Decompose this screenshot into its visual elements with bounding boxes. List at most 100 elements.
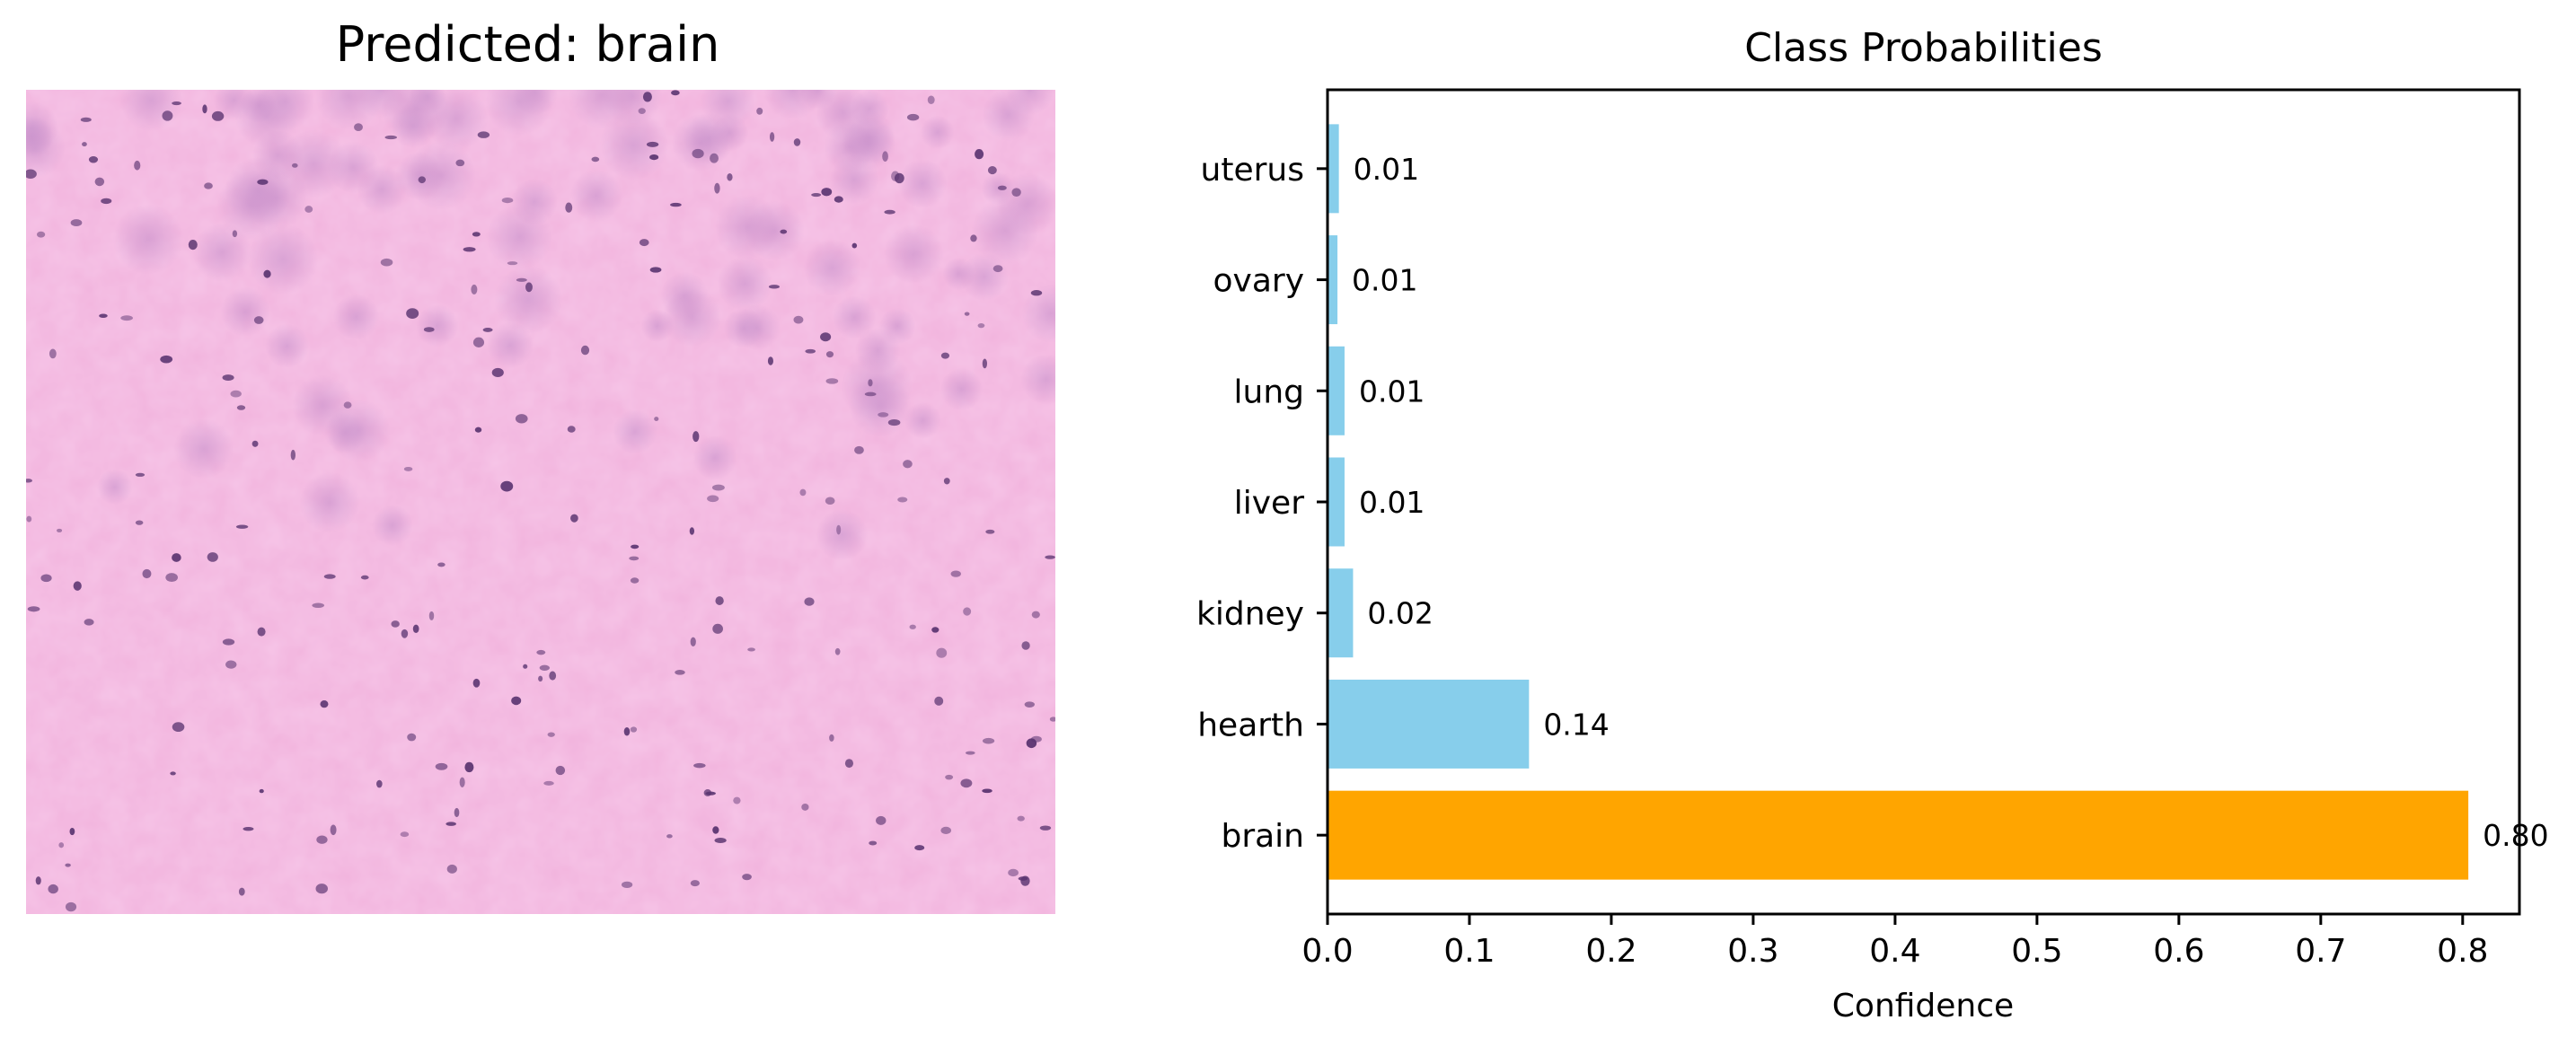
nucleus — [403, 466, 413, 471]
bar-hearth — [1328, 679, 1530, 769]
nucleus — [401, 629, 409, 638]
nucleus — [864, 391, 877, 397]
cell-body — [1006, 90, 1055, 116]
nucleus — [491, 367, 504, 378]
nucleus — [1049, 717, 1055, 722]
cell-body — [1020, 354, 1055, 405]
nucleus — [134, 160, 141, 171]
nucleus — [710, 153, 719, 163]
cell-body — [26, 101, 59, 155]
nucleus — [876, 815, 887, 825]
nucleus — [887, 419, 901, 426]
nucleus — [715, 596, 724, 605]
nucleus — [315, 884, 328, 894]
nucleus — [982, 788, 992, 794]
nucleus — [257, 179, 269, 185]
y-tick-label-ovary: ovary — [1213, 263, 1305, 300]
nucleus — [454, 807, 460, 818]
nucleus — [642, 92, 652, 102]
nucleus — [523, 664, 528, 669]
nucleus — [391, 620, 400, 628]
nucleus — [211, 110, 225, 121]
nucleus — [406, 308, 419, 319]
nucleus — [997, 185, 1007, 190]
nucleus — [207, 552, 218, 562]
nucleus — [1018, 876, 1028, 881]
cell-body — [220, 286, 270, 338]
cell-body — [842, 110, 896, 164]
nucleus — [160, 355, 173, 364]
nucleus — [82, 142, 87, 147]
nucleus — [844, 759, 854, 769]
nucleus — [666, 834, 673, 839]
nucleus — [472, 337, 485, 347]
cell-body — [803, 239, 861, 297]
nucleus — [649, 154, 659, 161]
cell-body — [569, 169, 623, 223]
nucleus — [70, 219, 83, 227]
nucleus — [312, 602, 325, 609]
nucleus — [26, 169, 37, 179]
nucleus — [49, 348, 57, 359]
cell-body — [314, 90, 383, 130]
nucleus — [987, 165, 997, 175]
cell-body — [357, 164, 407, 215]
nucleus — [291, 163, 298, 168]
nucleus — [543, 780, 554, 786]
nucleus — [320, 700, 329, 708]
nucleus — [428, 611, 435, 620]
nucleus — [202, 104, 207, 114]
nucleus — [654, 417, 659, 422]
nucleus — [58, 842, 65, 848]
nucleus — [580, 345, 590, 356]
data-label-lung: 0.01 — [1359, 374, 1425, 409]
nucleus — [692, 148, 704, 159]
bar-lung — [1328, 346, 1345, 435]
nucleus — [99, 313, 108, 319]
nucleus — [897, 497, 908, 503]
nucleus — [825, 351, 834, 358]
nucleus — [805, 348, 816, 354]
nucleus — [703, 789, 712, 796]
nucleus — [101, 198, 112, 205]
nucleus — [712, 826, 719, 834]
nucleus — [982, 737, 995, 744]
nucleus — [1024, 701, 1035, 708]
nucleus — [639, 239, 649, 247]
nucleus — [412, 624, 419, 633]
nucleus — [690, 637, 696, 646]
nucleus — [943, 478, 950, 485]
nucleus — [1011, 188, 1021, 198]
nucleus — [525, 282, 533, 293]
x-tick-label-4: 0.4 — [1869, 933, 1920, 970]
nucleus — [474, 426, 482, 433]
nucleus — [304, 206, 313, 213]
nucleus — [851, 242, 858, 249]
nucleus — [712, 623, 723, 634]
x-tick-label-5: 0.5 — [2011, 933, 2062, 970]
nucleus — [854, 445, 864, 454]
nucleus — [418, 176, 426, 184]
cell-body — [119, 90, 183, 132]
nucleus — [360, 575, 369, 580]
nucleus — [57, 528, 63, 532]
nucleus — [903, 460, 913, 469]
data-label-ovary: 0.01 — [1352, 263, 1417, 298]
cell-body — [717, 256, 773, 312]
nucleus — [120, 315, 133, 321]
nucleus — [472, 232, 481, 237]
nucleus — [707, 495, 719, 503]
nucleus — [384, 135, 397, 140]
nucleus — [909, 624, 916, 629]
nucleus — [747, 647, 755, 652]
nucleus — [733, 796, 741, 804]
nucleus — [970, 234, 977, 242]
x-tick-label-8: 0.8 — [2437, 933, 2488, 970]
cell-body — [510, 179, 558, 226]
nucleus — [1045, 555, 1055, 559]
nucleus — [801, 803, 809, 811]
x-tick-label-0: 0.0 — [1301, 933, 1353, 970]
nucleus — [834, 647, 841, 655]
cell-body — [878, 307, 916, 345]
nucleus — [714, 837, 727, 844]
